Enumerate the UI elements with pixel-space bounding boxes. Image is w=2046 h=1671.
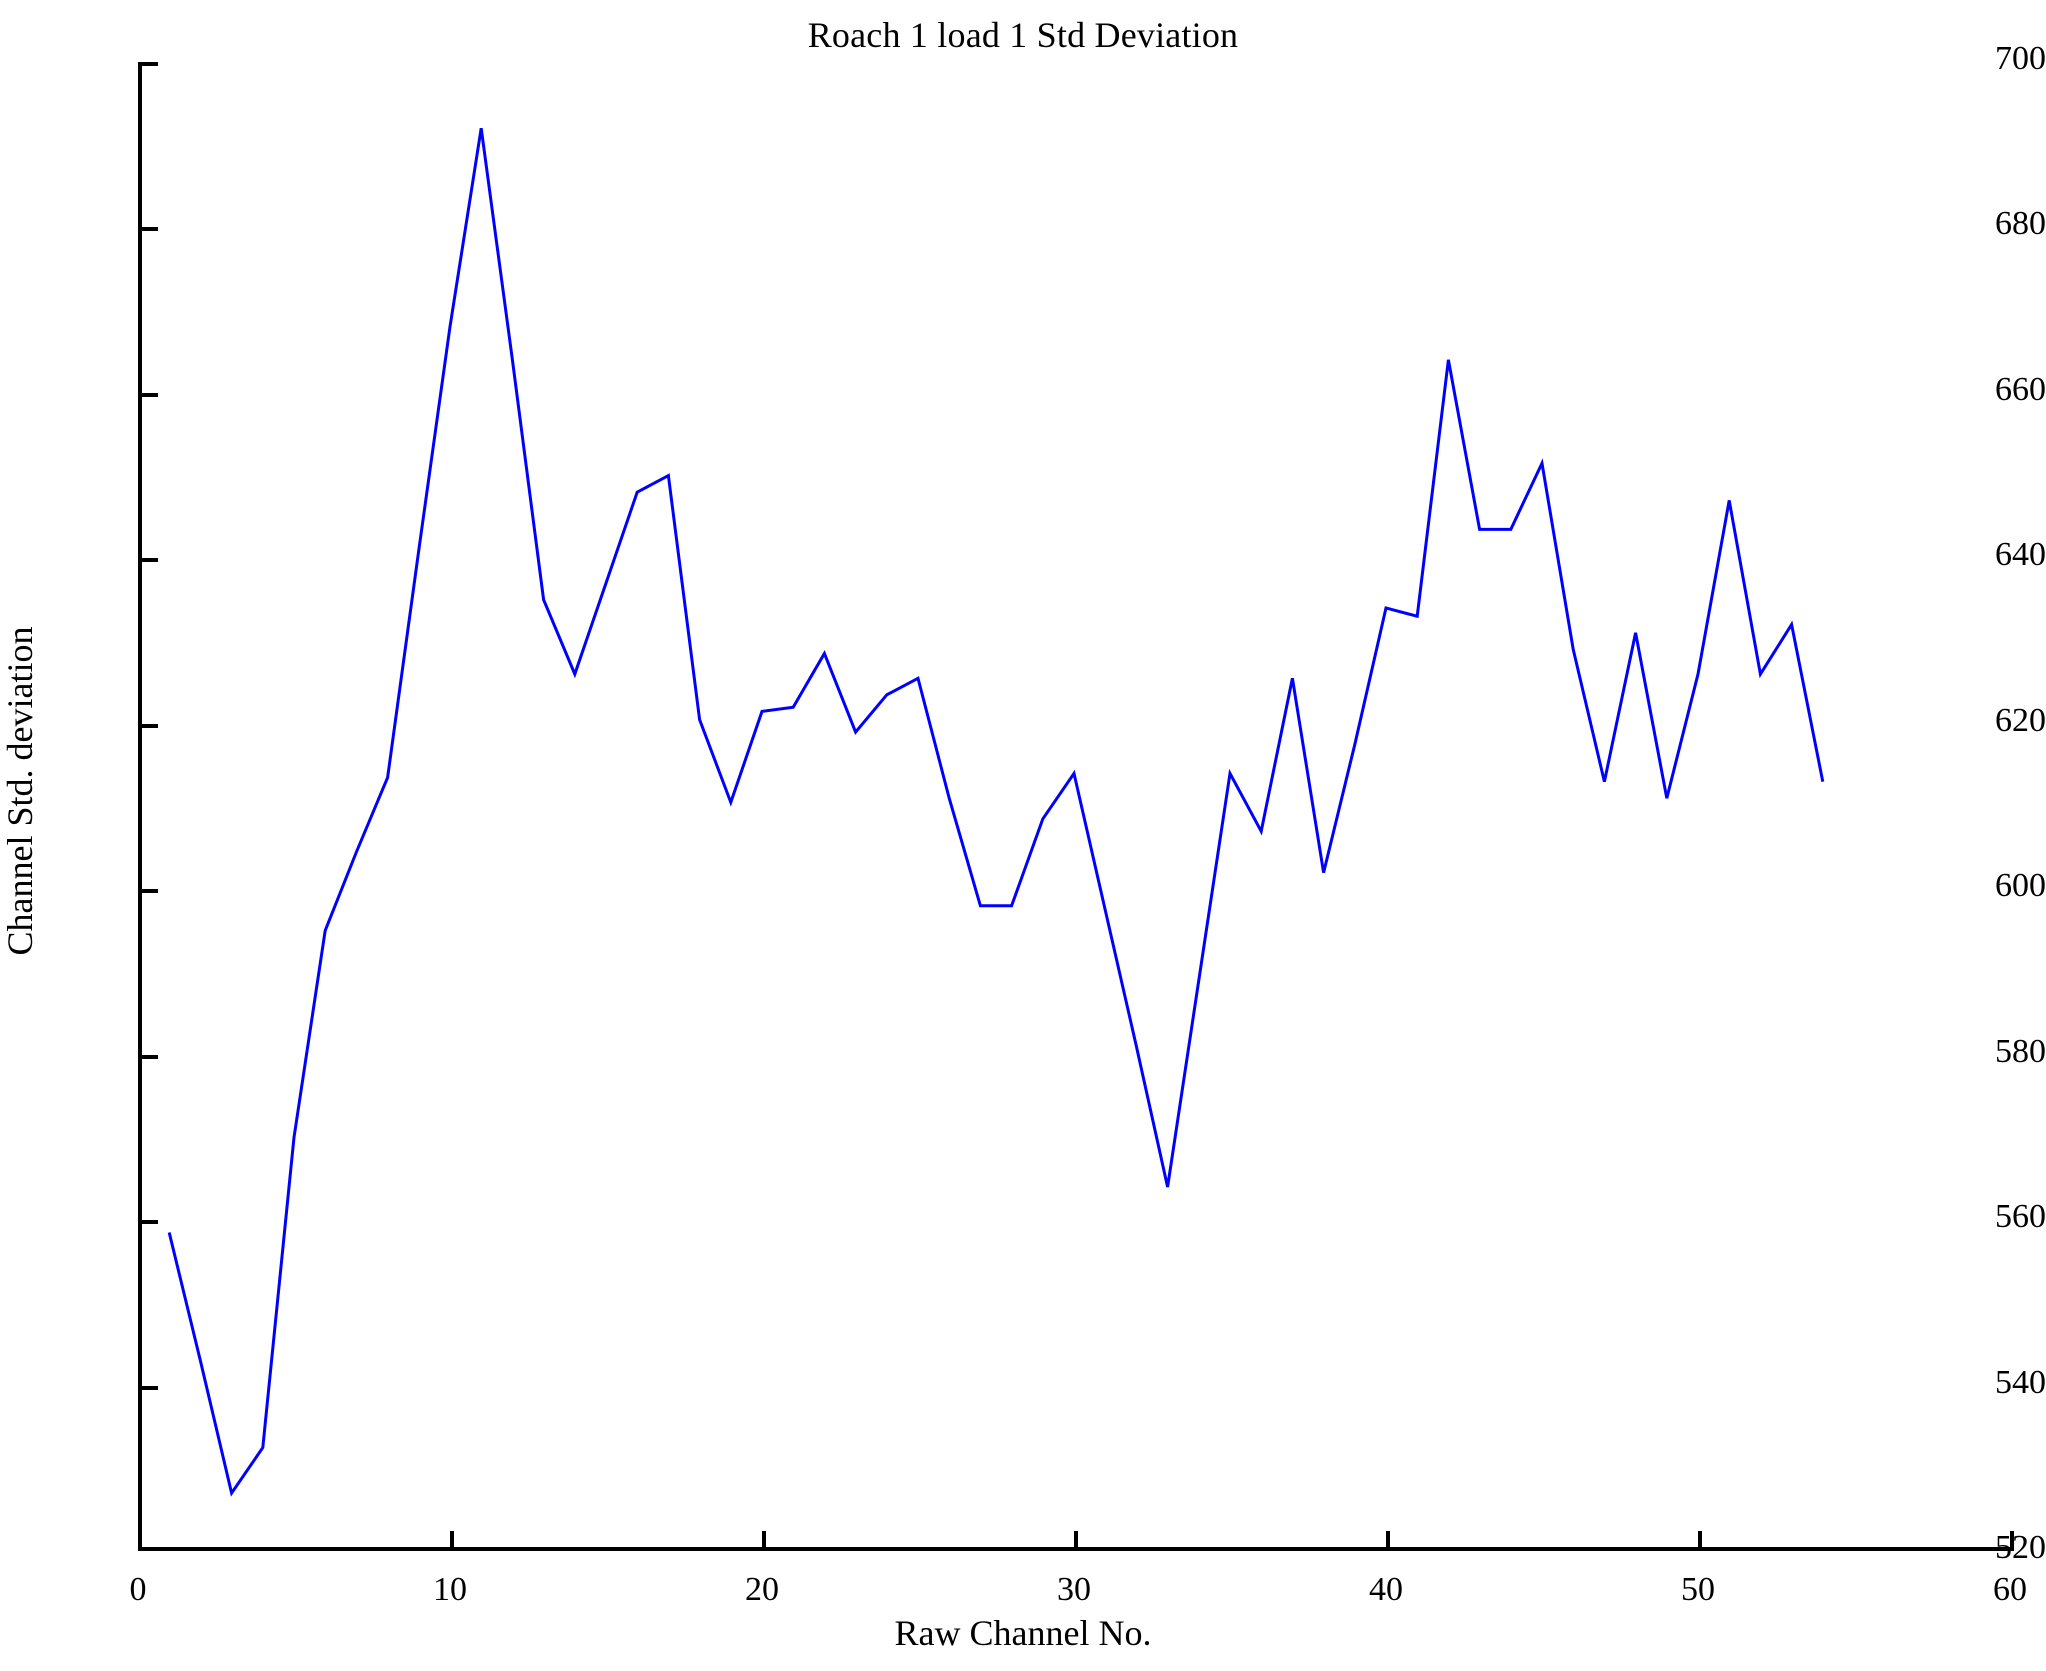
y-tick-label: 600 bbox=[1995, 867, 2046, 905]
x-axis-label: Raw Channel No. bbox=[894, 1613, 1152, 1653]
x-tick-mark bbox=[1698, 1531, 1702, 1551]
data-series-line bbox=[167, 127, 1825, 1497]
y-tick-mark bbox=[138, 558, 158, 563]
y-tick-label: 540 bbox=[1995, 1363, 2046, 1401]
y-tick-mark bbox=[138, 62, 158, 66]
y-tick-label: 680 bbox=[1995, 205, 2046, 243]
x-tick-label: 30 bbox=[1057, 1571, 1091, 1608]
y-tick-label: 560 bbox=[1995, 1198, 2046, 1236]
x-tick-mark bbox=[762, 1531, 766, 1551]
x-tick-mark bbox=[1386, 1531, 1390, 1551]
y-tick-label: 620 bbox=[1995, 701, 2046, 739]
data-line-svg bbox=[167, 127, 1825, 1497]
y-tick-mark bbox=[138, 392, 158, 397]
x-tick-label: 50 bbox=[1681, 1571, 1715, 1608]
x-tick-mark bbox=[2010, 1531, 2014, 1551]
y-tick-mark bbox=[138, 227, 158, 232]
y-tick-label: 660 bbox=[1995, 370, 2046, 408]
x-tick-label: 40 bbox=[1369, 1571, 1403, 1608]
y-tick-mark bbox=[138, 889, 158, 894]
y-tick-label: 700 bbox=[1995, 40, 2046, 77]
y-tick-label: 520 bbox=[1995, 1529, 2046, 1566]
chart-title: Roach 1 load 1 Std Deviation bbox=[807, 15, 1239, 55]
plot-area bbox=[138, 62, 2014, 1551]
x-tick-label: 20 bbox=[745, 1571, 779, 1608]
y-tick-mark bbox=[138, 1054, 158, 1059]
y-tick-mark bbox=[138, 1220, 158, 1225]
y-tick-label: 640 bbox=[1995, 536, 2046, 574]
x-tick-label: 60 bbox=[1993, 1571, 2027, 1608]
x-tick-label: 10 bbox=[433, 1571, 467, 1608]
y-tick-mark bbox=[138, 1385, 158, 1390]
y-axis-label: Channel Std. deviation bbox=[0, 626, 40, 956]
x-tick-mark bbox=[450, 1531, 454, 1551]
y-tick-mark bbox=[138, 723, 158, 728]
y-tick-label: 580 bbox=[1995, 1032, 2046, 1070]
x-tick-mark bbox=[1074, 1531, 1078, 1551]
x-tick-label: 0 bbox=[129, 1571, 147, 1608]
